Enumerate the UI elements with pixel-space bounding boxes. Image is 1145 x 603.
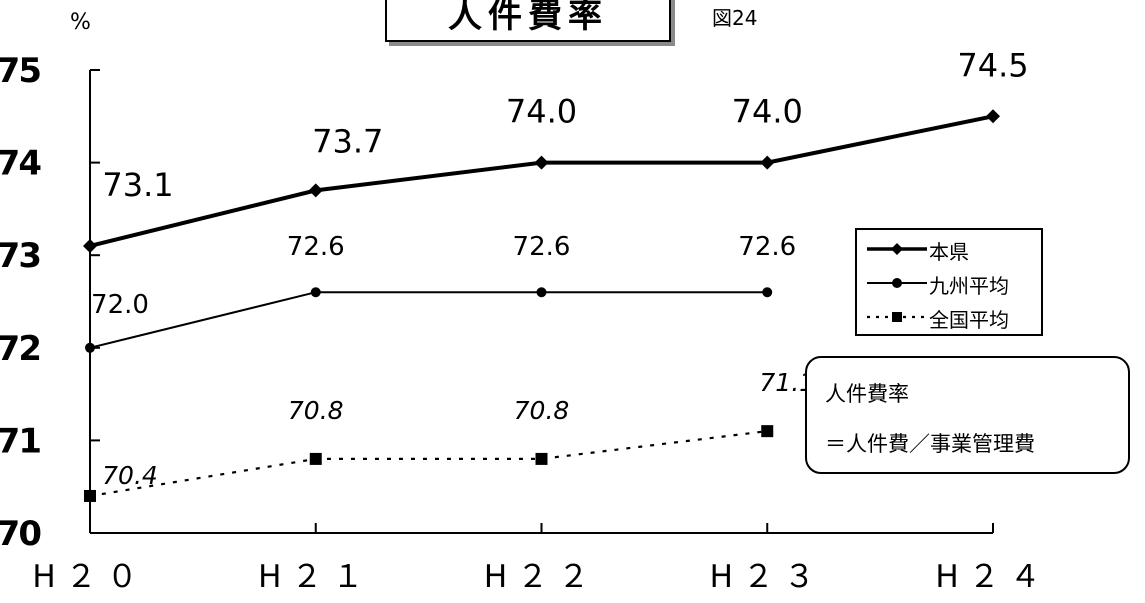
note-line-1: 人件費率 [825, 382, 909, 406]
data-label: 72.0 [91, 290, 149, 320]
chart-series [83, 109, 1000, 502]
data-label: 72.6 [738, 232, 796, 262]
series-line-3 [89, 430, 768, 498]
data-label: 72.6 [287, 232, 345, 262]
y-tick-label: 75 [0, 51, 40, 91]
y-tick-label: 73 [0, 236, 40, 276]
definition-note: 人件費率 ＝人件費／事業管理費 [805, 356, 1130, 474]
y-tick-label: 71 [0, 421, 40, 461]
x-tick-label: H２０ [32, 559, 147, 595]
y-tick-label: 72 [0, 329, 40, 369]
y-tick-label: 74 [0, 144, 41, 184]
x-tick-label: H２２ [484, 559, 599, 595]
y-axis-unit: % [70, 10, 91, 35]
note-line-2: ＝人件費／事業管理費 [825, 432, 1035, 456]
data-point-diamond [986, 109, 1000, 124]
data-label: 70.8 [288, 396, 344, 425]
legend-item-series-2: 九州平均 [857, 268, 1041, 298]
data-point-circle [536, 287, 547, 298]
data-point-circle [310, 287, 321, 298]
figure-label: 図24 [712, 6, 758, 30]
legend-item-series-3: 全国平均 [857, 302, 1041, 332]
data-label: 74.0 [506, 93, 577, 131]
data-label: 70.8 [514, 396, 570, 425]
x-tick-label: H２３ [710, 559, 825, 595]
data-point-diamond [760, 155, 775, 170]
data-label: 73.7 [312, 122, 383, 160]
chart-legend: 本県 九州平均 全国平均 [855, 228, 1043, 336]
y-tick-label: 70 [0, 514, 41, 554]
x-tick-label: H２４ [935, 559, 1050, 595]
chart-axes: 70 71 72 73 74 75 H２０ H２１ H２２ H２３ H２４ [0, 51, 1050, 595]
data-point-square [535, 452, 548, 465]
data-label: 74.5 [957, 46, 1028, 84]
data-label: 74.0 [732, 93, 803, 131]
legend-item-series-1: 本県 [857, 234, 1041, 264]
data-point-square [84, 489, 96, 502]
legend-label-series-3: 全国平均 [929, 308, 1009, 332]
x-tick-label: H２１ [258, 559, 373, 595]
series-line-2 [89, 291, 768, 349]
legend-label-series-1: 本県 [929, 240, 969, 264]
data-point-diamond [534, 155, 549, 170]
legend-label-series-2: 九州平均 [929, 274, 1009, 298]
data-label: 72.6 [513, 232, 571, 262]
legend-line-circle-icon [867, 278, 927, 288]
data-point-square [761, 425, 774, 438]
data-point-square [309, 452, 322, 465]
data-point-diamond [308, 183, 323, 198]
chart-title: 人件費率 [448, 0, 608, 36]
data-point-circle [762, 287, 773, 298]
data-label: 73.1 [102, 166, 173, 204]
data-point-diamond [83, 238, 97, 253]
data-point-circle [85, 342, 95, 353]
series-line-1 [89, 114, 994, 248]
chart-title-box: 人件費率 [385, 0, 671, 42]
legend-line-square-icon [867, 312, 927, 322]
legend-line-diamond-icon [867, 243, 927, 255]
data-label: 70.4 [102, 461, 158, 490]
